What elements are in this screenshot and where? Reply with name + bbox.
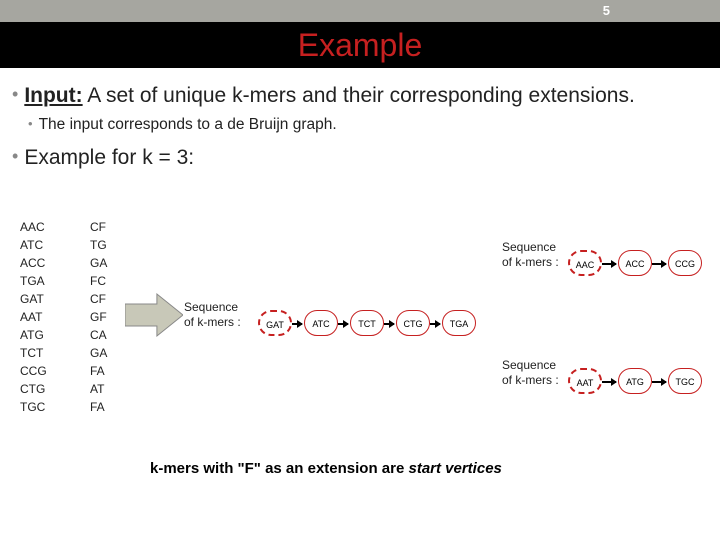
bullet-rest: A set of unique k-mers and their corresp… xyxy=(83,84,635,107)
kmer-item: ACC xyxy=(20,254,47,272)
bullet-sub: • The input corresponds to a de Bruijn gr… xyxy=(28,116,337,134)
kmer-item: CTG xyxy=(20,380,47,398)
edge-arrow xyxy=(652,263,666,265)
footnote-b: start vertices xyxy=(408,460,501,477)
kmer-node: CTG xyxy=(396,310,430,336)
kmer-item: TCT xyxy=(20,344,47,362)
ext-item: GF xyxy=(90,308,107,326)
kmer-item: CCG xyxy=(20,362,47,380)
ext-item: CA xyxy=(90,326,107,344)
ext-item: TG xyxy=(90,236,107,254)
kmer-node: CCG xyxy=(668,250,702,276)
arrow-icon xyxy=(125,290,183,340)
kmer-node: ACC xyxy=(618,250,652,276)
bullet-prefix: Input: xyxy=(24,84,82,107)
title-bar: Example xyxy=(0,22,720,68)
edge-arrow xyxy=(384,323,394,325)
ext-item: CF xyxy=(90,218,107,236)
bullet-dot-icon: • xyxy=(12,146,18,166)
kmer-node: TCT xyxy=(350,310,384,336)
kmer-node: TGC xyxy=(668,368,702,394)
edge-arrow xyxy=(652,381,666,383)
kmer-item: TGC xyxy=(20,398,47,416)
ext-item: FC xyxy=(90,272,107,290)
kmer-node: GAT xyxy=(258,310,292,336)
slide-number: 5 xyxy=(603,3,610,18)
bullet-input: • Input: A set of unique k-mers and their… xyxy=(12,84,635,108)
kmer-item: ATG xyxy=(20,326,47,344)
kmer-item: GAT xyxy=(20,290,47,308)
kmer-item: ATC xyxy=(20,236,47,254)
ext-item: GA xyxy=(90,254,107,272)
bullet-dot-icon: • xyxy=(12,84,18,104)
ext-item: FA xyxy=(90,398,107,416)
edge-arrow xyxy=(338,323,348,325)
ext-column: CFTGGAFCCFGFCAGAFAATFA xyxy=(90,218,107,416)
footnote: k-mers with "F" as an extension are star… xyxy=(150,460,502,477)
edge-arrow xyxy=(430,323,440,325)
bullet-dot-icon: • xyxy=(28,116,33,131)
sequence-label: Sequenceof k-mers : xyxy=(502,358,559,388)
kmer-node: AAC xyxy=(568,250,602,276)
kmer-node: TGA xyxy=(442,310,476,336)
kmer-node: ATG xyxy=(618,368,652,394)
top-bar: 5 xyxy=(0,0,720,22)
bullet-sub-text: The input corresponds to a de Bruijn gra… xyxy=(39,116,337,133)
bullet-example-text: Example for k = 3: xyxy=(24,146,194,169)
sequence-label: Sequenceof k-mers : xyxy=(502,240,559,270)
kmer-item: AAT xyxy=(20,308,47,326)
footnote-a: k-mers with "F" as an extension are xyxy=(150,460,408,477)
ext-item: AT xyxy=(90,380,107,398)
kmer-item: TGA xyxy=(20,272,47,290)
kmer-column: AACATCACCTGAGATAATATGTCTCCGCTGTGC xyxy=(20,218,47,416)
ext-item: FA xyxy=(90,362,107,380)
page-title: Example xyxy=(0,22,720,68)
edge-arrow xyxy=(292,323,302,325)
ext-item: GA xyxy=(90,344,107,362)
kmer-node: AAT xyxy=(568,368,602,394)
edge-arrow xyxy=(602,263,616,265)
ext-item: CF xyxy=(90,290,107,308)
edge-arrow xyxy=(602,381,616,383)
kmer-item: AAC xyxy=(20,218,47,236)
kmer-node: ATC xyxy=(304,310,338,336)
sequence-label: Sequenceof k-mers : xyxy=(184,300,241,330)
bullet-example: • Example for k = 3: xyxy=(12,146,194,170)
